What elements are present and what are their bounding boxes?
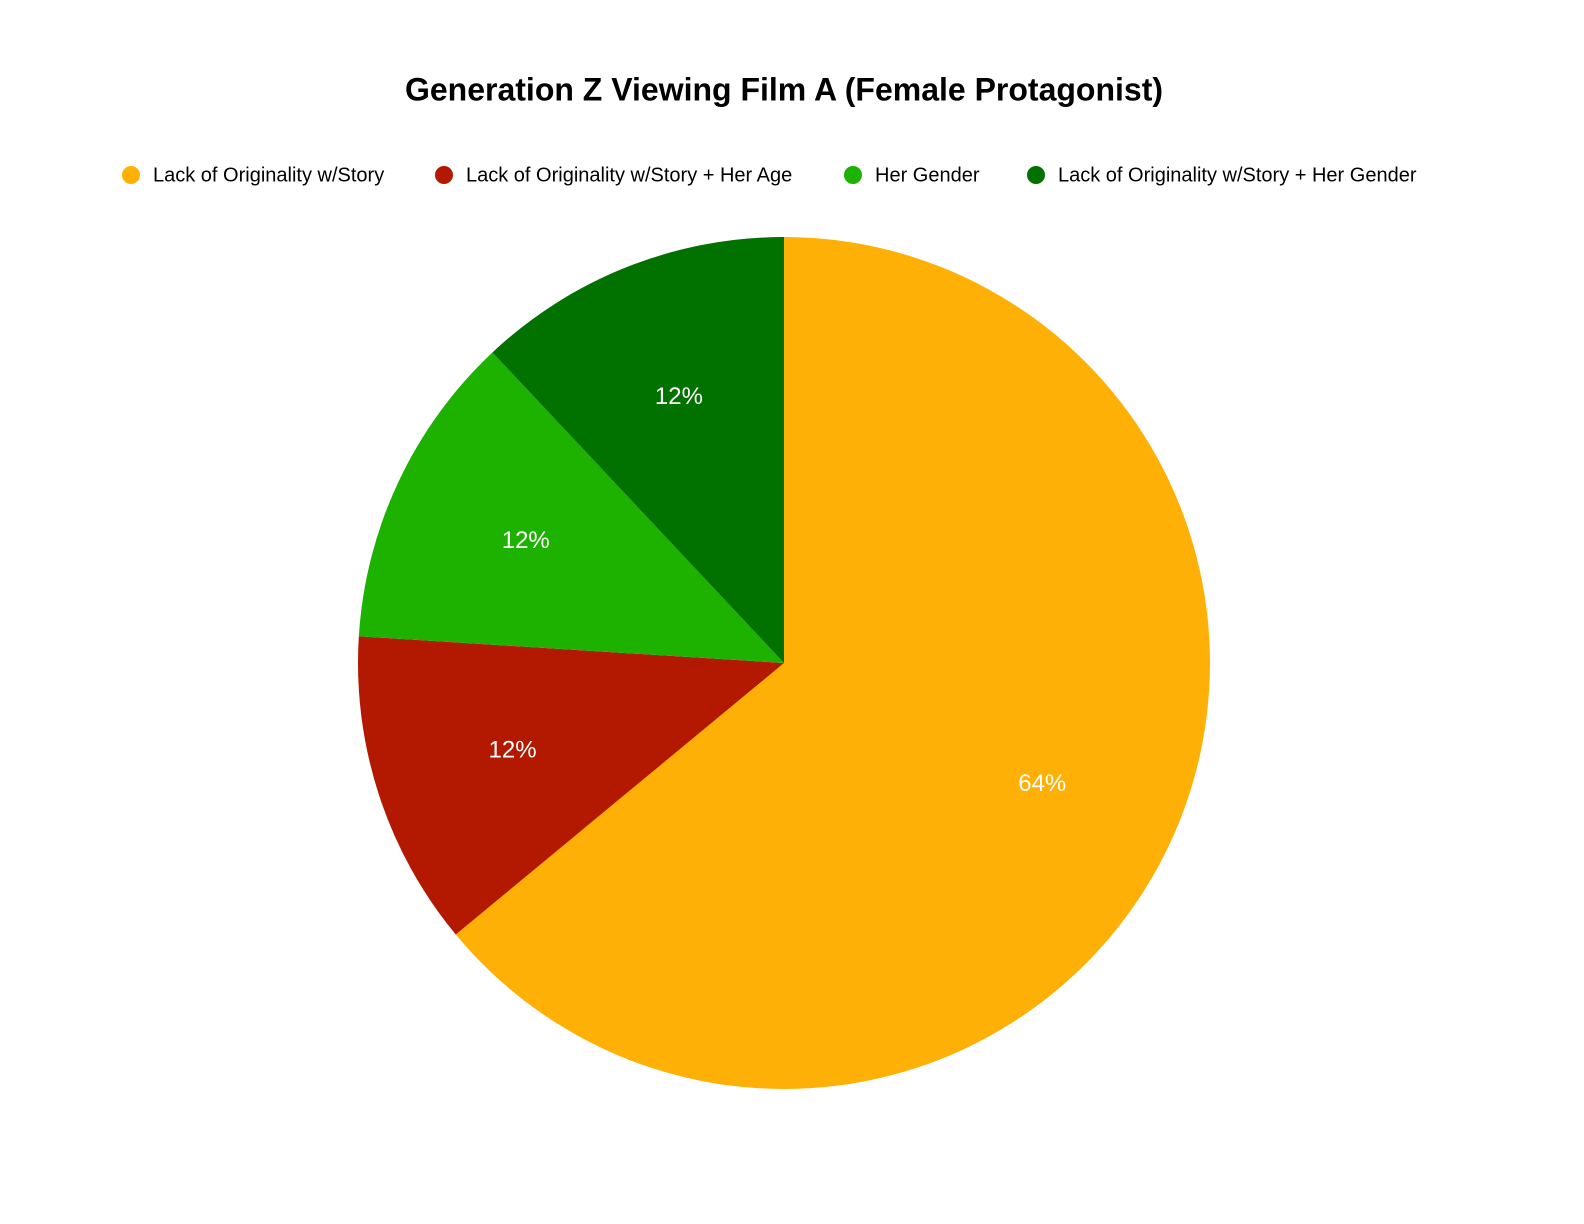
pie-slice bbox=[492, 237, 784, 663]
pie-slice bbox=[358, 352, 784, 663]
legend-text: Her Gender bbox=[875, 164, 980, 186]
legend-marker bbox=[435, 166, 453, 184]
value-label: 12% bbox=[655, 383, 703, 410]
value-label: 12% bbox=[502, 527, 550, 554]
value-label: 64% bbox=[1018, 770, 1066, 797]
legend-text: Lack of Originality w/Story bbox=[153, 164, 384, 186]
legend-marker bbox=[1027, 166, 1045, 184]
value-label: 12% bbox=[489, 737, 537, 764]
chart-title: Generation Z Viewing Film A (Female Prot… bbox=[405, 71, 1163, 107]
pie-slice bbox=[358, 636, 784, 935]
legend-text: Lack of Originality w/Story + Her Age bbox=[466, 164, 792, 186]
legend-text: Lack of Originality w/Story + Her Gender bbox=[1058, 164, 1417, 186]
pie-slice bbox=[455, 237, 1210, 1090]
legend-marker bbox=[122, 166, 140, 184]
legend-marker bbox=[844, 166, 862, 184]
